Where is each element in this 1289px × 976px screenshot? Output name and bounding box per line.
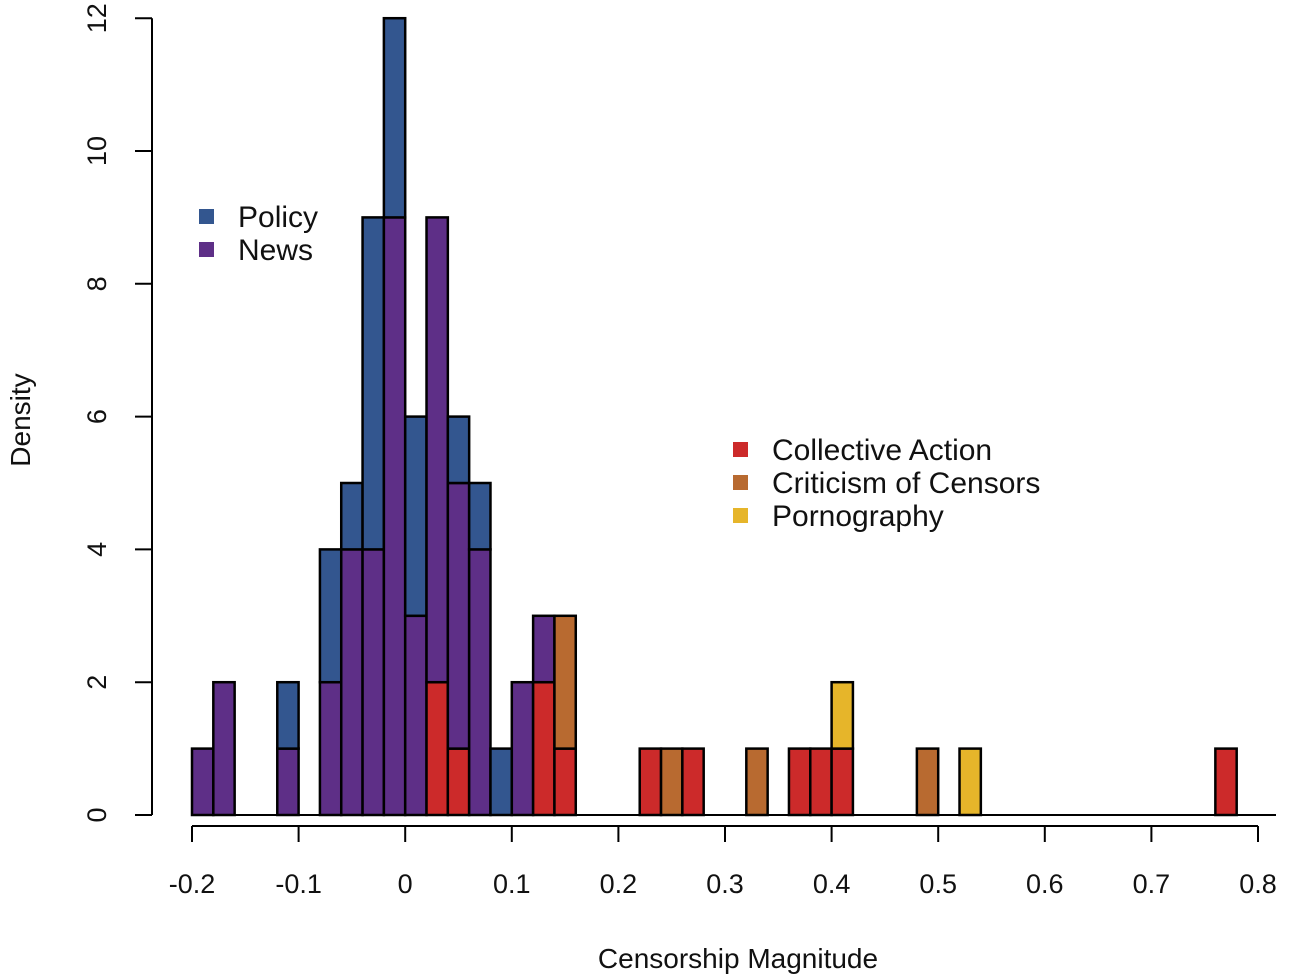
bar-segment-policy-7 <box>403 415 428 618</box>
bar-segment-policy-11 <box>489 747 514 817</box>
bar-segment-criticism-of-censors-16 <box>659 747 684 817</box>
y-tick-label: 4 <box>82 542 112 557</box>
bar-segment-collective-action-13 <box>531 680 556 817</box>
legend-label-criticism-of-censors: Criticism of Censors <box>772 467 1040 500</box>
bar-segment-news-8 <box>425 216 450 684</box>
bar-segment-pornography-23 <box>958 747 983 817</box>
x-tick-label: 0.8 <box>1239 869 1277 899</box>
bar-segment-collective-action-15 <box>638 747 663 817</box>
x-tick-label: 0.1 <box>493 869 531 899</box>
x-tick-label: 0.7 <box>1133 869 1171 899</box>
bar-segment-news-7 <box>403 614 428 817</box>
y-axis: 0 2 4 6 8 10 12 <box>82 3 153 823</box>
bar-segment-collective-action-20 <box>809 747 833 817</box>
bar-segment-collective-action-19 <box>787 747 812 817</box>
bar-segment-news-13 <box>531 614 556 684</box>
legend-label-news: News <box>238 234 313 267</box>
bar-segment-news-6 <box>382 216 407 817</box>
bar-segment-news-3 <box>318 680 343 817</box>
legend-swatch-policy <box>199 209 214 224</box>
bar-segment-news-5 <box>361 548 386 817</box>
bar-segment-news-9 <box>446 481 471 750</box>
bar-segment-collective-action-8 <box>425 680 450 817</box>
x-tick-label: -0.2 <box>169 869 216 899</box>
bar-segment-policy-9 <box>446 415 471 485</box>
y-tick-label: 12 <box>82 3 112 33</box>
bar-segment-criticism-of-censors-22 <box>915 747 940 817</box>
bar-segment-collective-action-24 <box>1214 747 1238 817</box>
bar-segment-criticism-of-censors-14 <box>553 614 578 750</box>
x-axis-label: Censorship Magnitude <box>598 943 878 974</box>
bar-segment-news-0 <box>190 747 215 817</box>
legend-swatch-pornography <box>733 508 748 523</box>
y-axis-label: Density <box>5 373 36 466</box>
bar-segment-pornography-21 <box>830 680 855 750</box>
legend-swatch-news <box>199 242 214 257</box>
bar-segment-news-4 <box>339 548 364 817</box>
legend-swatch-criticism-of-censors <box>733 475 748 490</box>
bar-segment-collective-action-17 <box>681 747 705 817</box>
bar-segment-policy-3 <box>318 548 343 684</box>
x-tick-label: 0.3 <box>706 869 744 899</box>
bar-segment-policy-4 <box>339 481 364 551</box>
x-tick-label: 0.6 <box>1026 869 1064 899</box>
y-tick-label: 2 <box>82 675 112 690</box>
x-tick-label: 0.2 <box>600 869 638 899</box>
x-tick-label: 0 <box>398 869 413 899</box>
y-tick-label: 0 <box>82 807 112 822</box>
legend-label-collective-action: Collective Action <box>772 434 992 467</box>
bar-segment-policy-6 <box>382 16 407 219</box>
x-tick-label: -0.1 <box>275 869 322 899</box>
bar-segment-policy-10 <box>467 481 492 551</box>
x-tick-label: 0.5 <box>919 869 957 899</box>
bar-segment-news-2 <box>276 747 300 817</box>
legend-label-pornography: Pornography <box>772 500 944 533</box>
bar-segment-criticism-of-censors-18 <box>745 747 769 817</box>
y-tick-label: 8 <box>82 276 112 291</box>
bar-segment-collective-action-21 <box>830 747 855 817</box>
y-tick-label: 10 <box>82 136 112 166</box>
bar-segment-collective-action-9 <box>446 747 471 817</box>
x-axis: -0.2 -0.1 0 0.1 0.2 0.3 0.4 0.5 0.6 0.7 0.8 <box>169 825 1277 899</box>
bars-layer <box>190 16 1238 817</box>
x-tick-label: 0.4 <box>813 869 851 899</box>
bar-segment-news-12 <box>510 680 535 817</box>
bar-segment-policy-5 <box>361 216 386 551</box>
legend-swatch-collective-action <box>733 442 748 457</box>
bar-segment-news-10 <box>467 548 492 817</box>
bar-segment-news-1 <box>212 680 236 817</box>
bar-segment-collective-action-14 <box>553 747 578 817</box>
legend-label-policy: Policy <box>238 201 318 234</box>
y-tick-label: 6 <box>82 409 112 424</box>
bar-segment-policy-2 <box>276 680 300 750</box>
